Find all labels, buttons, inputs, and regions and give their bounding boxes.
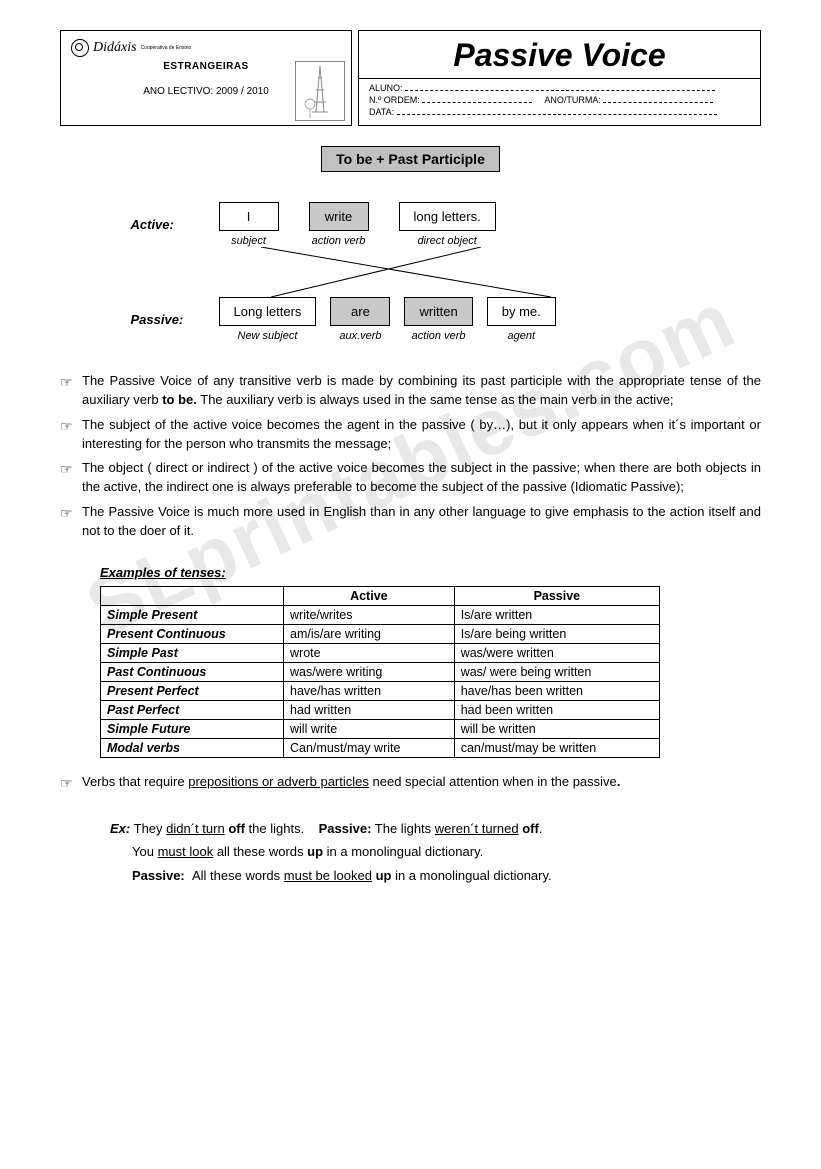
- passive-agent-box: by me.: [487, 297, 556, 326]
- logo-icon: [71, 39, 89, 57]
- example-block: Ex: They didn´t turn off the lights. Pas…: [110, 817, 761, 887]
- passive-verb-label: action verb: [412, 330, 466, 342]
- cross-arrows: [241, 247, 611, 297]
- table-row: Present Perfecthave/has writtenhave/has …: [101, 681, 660, 700]
- table-cell: Simple Past: [101, 643, 284, 662]
- rule-text: The Passive Voice of any transitive verb…: [82, 372, 761, 410]
- logo-subtitle: Cooperativa de Ensino: [141, 45, 192, 51]
- hand-icon: ☞: [60, 503, 82, 541]
- formula-box: To be + Past Participle: [321, 146, 500, 172]
- header-right-box: Passive Voice ALUNO: N.º ORDEM: ANO/TURM…: [358, 30, 761, 126]
- active-subject-box: I: [219, 202, 279, 231]
- table-cell: Can/must/may write: [284, 738, 455, 757]
- table-cell: was/ were being written: [454, 662, 659, 681]
- table-cell: wrote: [284, 643, 455, 662]
- table-cell: was/were writing: [284, 662, 455, 681]
- table-row: Present Continuousam/is/are writingIs/ar…: [101, 624, 660, 643]
- table-cell: Is/are being written: [454, 624, 659, 643]
- rule-item: ☞The Passive Voice of any transitive ver…: [60, 372, 761, 410]
- table-cell: have/has written: [284, 681, 455, 700]
- table-cell: am/is/are writing: [284, 624, 455, 643]
- ex-line3: All these words must be looked up in a m…: [192, 868, 552, 883]
- rules-list: ☞The Passive Voice of any transitive ver…: [60, 372, 761, 541]
- passive-label: Passive:: [131, 312, 211, 327]
- table-row: Simple Pastwrotewas/were written: [101, 643, 660, 662]
- table-cell: Past Continuous: [101, 662, 284, 681]
- rule-text: The Passive Voice is much more used in E…: [82, 503, 761, 541]
- table-cell: will be written: [454, 719, 659, 738]
- hand-icon: ☞: [60, 459, 82, 497]
- ex-line2: You must look all these words up in a mo…: [132, 840, 761, 863]
- rule-text: The object ( direct or indirect ) of the…: [82, 459, 761, 497]
- passive-subject-box: Long letters: [219, 297, 317, 326]
- table-cell: Simple Future: [101, 719, 284, 738]
- table-header: Active: [284, 586, 455, 605]
- ex-line1-active: They didn´t turn off the lights.: [134, 821, 305, 836]
- field-data: DATA:: [369, 107, 750, 117]
- hand-icon: ☞: [60, 416, 82, 454]
- table-cell: have/has been written: [454, 681, 659, 700]
- ex-label: Ex:: [110, 821, 130, 836]
- table-row: Past Perfecthad writtenhad been written: [101, 700, 660, 719]
- table-cell: can/must/may be written: [454, 738, 659, 757]
- worksheet-title: Passive Voice: [369, 37, 750, 74]
- examples-heading: Examples of tenses:: [100, 565, 761, 580]
- header-left-box: Didáxis Cooperativa de Ensino ESTRANGEIR…: [60, 30, 352, 126]
- note-list: ☞ Verbs that require prepositions or adv…: [60, 773, 761, 793]
- table-cell: was/were written: [454, 643, 659, 662]
- eiffel-image: [295, 61, 345, 121]
- table-cell: Past Perfect: [101, 700, 284, 719]
- table-row: Simple Presentwrite/writesIs/are written: [101, 605, 660, 624]
- active-object-box: long letters.: [399, 202, 496, 231]
- passive-subject-label: New subject: [238, 330, 298, 342]
- passive-agent-label: agent: [507, 330, 535, 342]
- hand-icon: ☞: [60, 773, 82, 793]
- table-cell: Simple Present: [101, 605, 284, 624]
- table-cell: Present Perfect: [101, 681, 284, 700]
- passive-aux-label: aux.verb: [339, 330, 381, 342]
- table-header: Passive: [454, 586, 659, 605]
- table-cell: had written: [284, 700, 455, 719]
- active-verb-label: action verb: [312, 235, 366, 247]
- logo-name: Didáxis: [93, 40, 137, 56]
- note-text: Verbs that require prepositions or adver…: [82, 773, 620, 793]
- tenses-table: ActivePassiveSimple Presentwrite/writesI…: [100, 586, 660, 758]
- field-nordem: N.º ORDEM: ANO/TURMA:: [369, 95, 750, 105]
- table-row: Modal verbsCan/must/may writecan/must/ma…: [101, 738, 660, 757]
- ex-line1-passive: The lights weren´t turned off.: [375, 821, 543, 836]
- active-subject-label: subject: [231, 235, 266, 247]
- rule-item: ☞The Passive Voice is much more used in …: [60, 503, 761, 541]
- rule-item: ☞The subject of the active voice becomes…: [60, 416, 761, 454]
- table-cell: Present Continuous: [101, 624, 284, 643]
- table-cell: Is/are written: [454, 605, 659, 624]
- ex-line3-label: Passive:: [132, 868, 185, 883]
- table-row: Simple Futurewill writewill be written: [101, 719, 660, 738]
- table-header: [101, 586, 284, 605]
- hand-icon: ☞: [60, 372, 82, 410]
- passive-verb-box: written: [404, 297, 472, 326]
- active-object-label: direct object: [417, 235, 476, 247]
- table-cell: Modal verbs: [101, 738, 284, 757]
- active-verb-box: write: [309, 202, 369, 231]
- header: Didáxis Cooperativa de Ensino ESTRANGEIR…: [60, 30, 761, 126]
- active-label: Active:: [131, 217, 211, 232]
- table-row: Past Continuouswas/were writingwas/ were…: [101, 662, 660, 681]
- ex-line1-passive-label: Passive:: [319, 821, 372, 836]
- table-cell: write/writes: [284, 605, 455, 624]
- field-aluno: ALUNO:: [369, 83, 750, 93]
- passive-aux-box: are: [330, 297, 390, 326]
- rule-text: The subject of the active voice becomes …: [82, 416, 761, 454]
- table-cell: had been written: [454, 700, 659, 719]
- rule-item: ☞The object ( direct or indirect ) of th…: [60, 459, 761, 497]
- transformation-diagram: Active: I subject write action verb long…: [131, 202, 691, 342]
- table-cell: will write: [284, 719, 455, 738]
